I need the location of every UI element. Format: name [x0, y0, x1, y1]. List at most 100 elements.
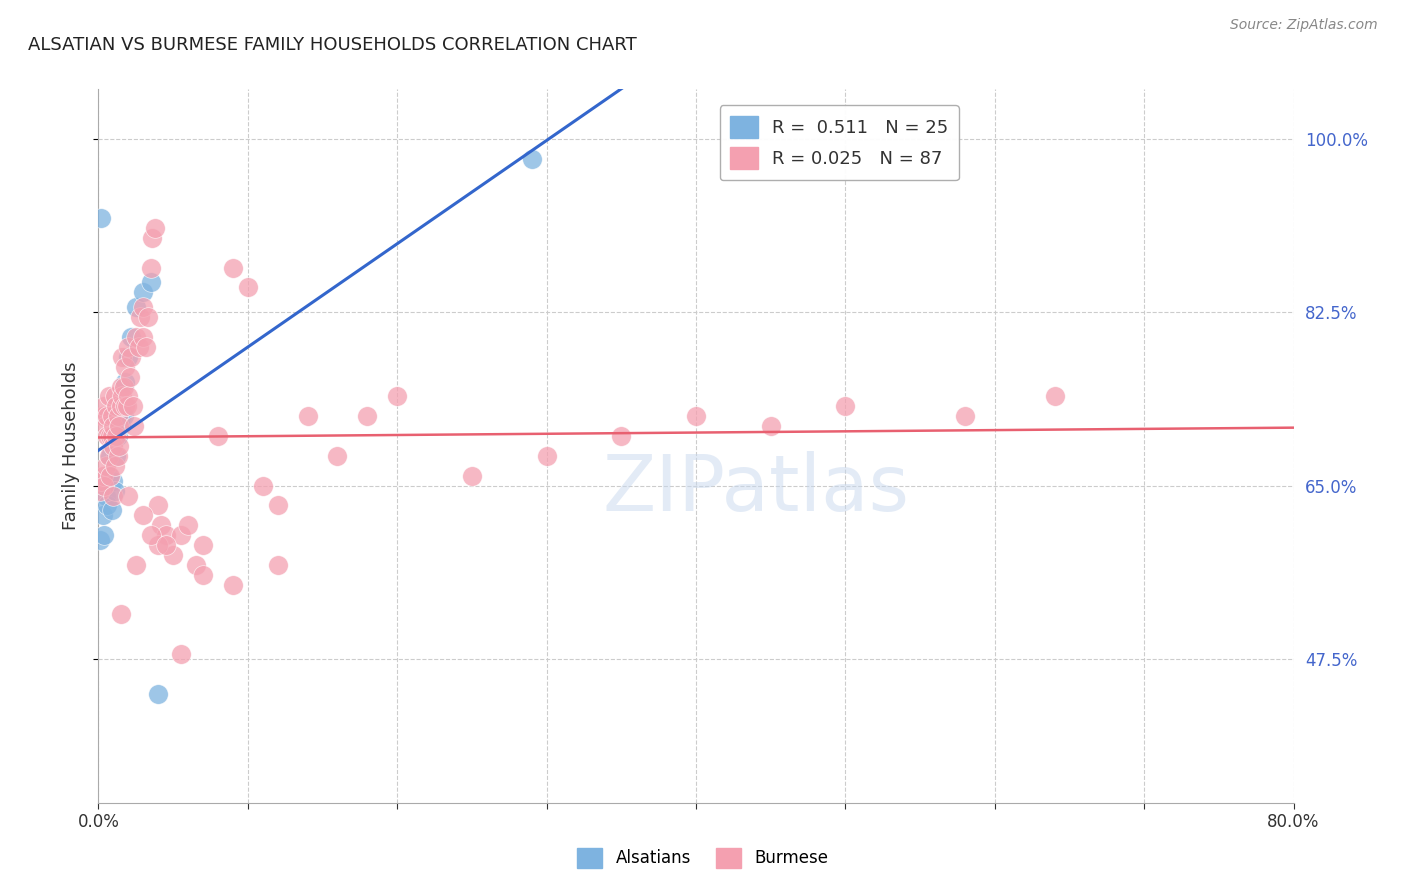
- Point: [91, 508, 114, 523]
- Point: [111, 409, 134, 424]
- Point: [93, 478, 115, 492]
- Point: [162, 548, 184, 562]
- Point: [93, 528, 115, 542]
- Point: [136, 310, 159, 325]
- Point: [110, 379, 132, 393]
- Point: [105, 400, 128, 414]
- Point: [177, 518, 200, 533]
- Point: [252, 478, 274, 492]
- Point: [117, 340, 139, 354]
- Point: [953, 409, 976, 424]
- Point: [104, 483, 127, 498]
- Point: [96, 409, 118, 424]
- Point: [110, 607, 132, 622]
- Point: [111, 350, 134, 364]
- Point: [1043, 389, 1066, 403]
- Point: [685, 409, 707, 424]
- Point: [104, 458, 127, 473]
- Point: [114, 400, 136, 414]
- Point: [184, 558, 207, 572]
- Point: [222, 578, 245, 592]
- Point: [89, 483, 111, 498]
- Point: [108, 419, 131, 434]
- Point: [356, 409, 378, 424]
- Point: [91, 409, 114, 424]
- Point: [169, 647, 191, 661]
- Point: [139, 276, 162, 290]
- Point: [107, 409, 129, 424]
- Point: [101, 503, 124, 517]
- Point: [148, 538, 170, 552]
- Point: [128, 340, 150, 354]
- Legend: R =  0.511   N = 25, R = 0.025   N = 87: R = 0.511 N = 25, R = 0.025 N = 87: [720, 105, 959, 180]
- Point: [125, 300, 148, 314]
- Point: [143, 221, 166, 235]
- Point: [139, 528, 162, 542]
- Point: [114, 359, 136, 374]
- Point: [297, 409, 319, 424]
- Point: [120, 330, 142, 344]
- Point: [112, 409, 135, 424]
- Point: [110, 419, 132, 434]
- Point: [125, 330, 148, 344]
- Point: [326, 449, 349, 463]
- Point: [117, 389, 139, 403]
- Point: [97, 389, 120, 403]
- Point: [89, 533, 111, 548]
- Point: [90, 211, 112, 225]
- Point: [759, 419, 782, 434]
- Point: [141, 231, 163, 245]
- Point: [222, 260, 245, 275]
- Point: [97, 468, 120, 483]
- Point: [121, 400, 143, 414]
- Point: [94, 458, 117, 473]
- Point: [150, 518, 173, 533]
- Point: [117, 489, 139, 503]
- Point: [132, 300, 155, 314]
- Point: [93, 400, 115, 414]
- Point: [110, 400, 132, 414]
- Point: [132, 508, 155, 523]
- Point: [117, 350, 139, 364]
- Point: [96, 429, 118, 443]
- Point: [112, 379, 135, 393]
- Point: [267, 499, 290, 513]
- Point: [108, 439, 131, 453]
- Point: [108, 414, 131, 428]
- Point: [135, 340, 157, 354]
- Point: [132, 330, 155, 344]
- Point: [103, 489, 125, 503]
- Point: [101, 409, 124, 424]
- Point: [169, 528, 191, 542]
- Point: [104, 389, 127, 403]
- Point: [101, 429, 124, 443]
- Point: [97, 449, 120, 463]
- Point: [103, 474, 125, 488]
- Point: [191, 567, 214, 582]
- Point: [103, 439, 125, 453]
- Point: [103, 419, 125, 434]
- Point: [90, 474, 112, 488]
- Point: [107, 449, 129, 463]
- Text: Source: ZipAtlas.com: Source: ZipAtlas.com: [1230, 18, 1378, 32]
- Point: [114, 375, 136, 389]
- Point: [100, 429, 122, 443]
- Point: [129, 310, 152, 325]
- Point: [91, 468, 114, 483]
- Point: [105, 429, 128, 443]
- Point: [124, 419, 146, 434]
- Point: [94, 419, 117, 434]
- Point: [207, 429, 229, 443]
- Point: [155, 538, 177, 552]
- Point: [191, 538, 214, 552]
- Text: ZIPatlas: ZIPatlas: [602, 450, 910, 527]
- Point: [267, 558, 290, 572]
- Point: [132, 285, 155, 300]
- Point: [610, 429, 633, 443]
- Point: [111, 389, 134, 403]
- Point: [155, 528, 177, 542]
- Point: [461, 468, 484, 483]
- Legend: Alsatians, Burmese: Alsatians, Burmese: [571, 841, 835, 875]
- Point: [94, 489, 117, 503]
- Point: [385, 389, 409, 403]
